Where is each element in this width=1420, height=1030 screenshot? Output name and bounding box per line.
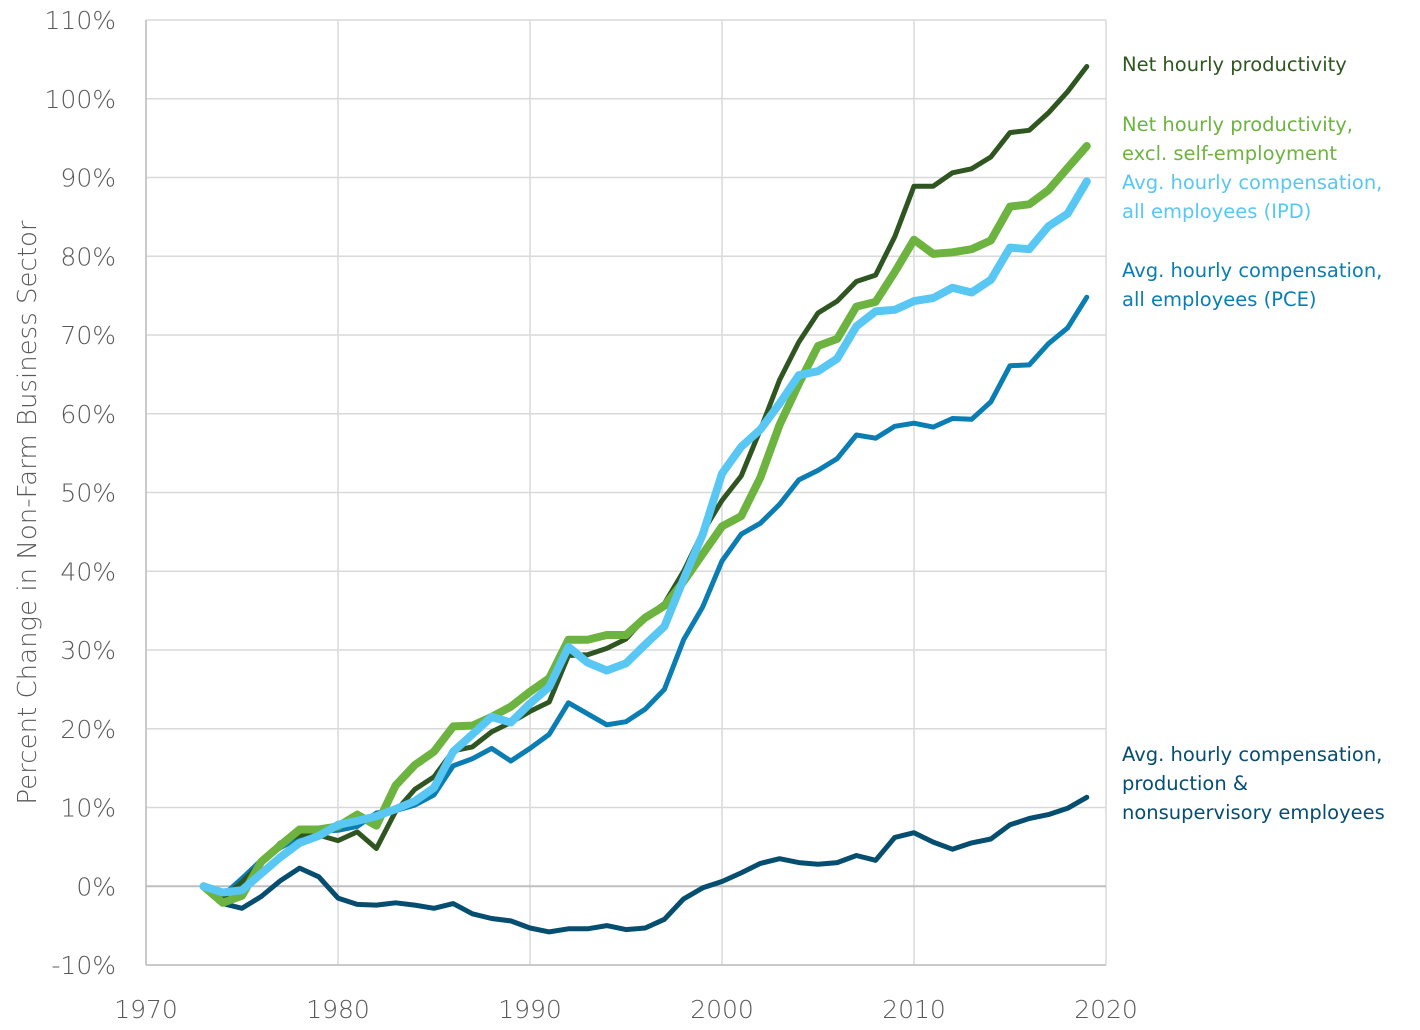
y-tick-label: 20% <box>60 715 116 744</box>
y-tick-label: 30% <box>60 636 116 665</box>
legend-line: all employees (IPD) <box>1122 200 1311 223</box>
legend-entry-4: Avg. hourly compensation, all employees (… <box>1122 259 1382 311</box>
y-tick-label: 0% <box>76 872 116 901</box>
x-tick-label: 1980 <box>306 995 370 1024</box>
grid-lines <box>145 19 1107 966</box>
x-tick-label: 2020 <box>1074 995 1138 1024</box>
series-line-4 <box>201 294 1090 899</box>
series-line-3 <box>199 177 1091 897</box>
series-line-5 <box>201 794 1090 935</box>
legend-entry-5: Avg. hourly compensation, production & non… <box>1122 743 1385 824</box>
x-tick-label: 1990 <box>498 995 562 1024</box>
y-tick-labels: -10% 0% 10% 20% 30% 40% 50% 60% 70% 80% 90% 100% 110… <box>45 6 116 980</box>
legend-line: Avg. hourly compensation, <box>1122 743 1382 766</box>
y-tick-label: 40% <box>60 557 116 586</box>
y-tick-label: 60% <box>60 400 116 429</box>
y-tick-label: 110% <box>45 6 116 35</box>
legend-line: production & <box>1122 772 1248 795</box>
legend-line: Net hourly productivity <box>1122 53 1347 76</box>
legend-line: Avg. hourly compensation, <box>1122 171 1382 194</box>
legend-entry-3: Avg. hourly compensation, all employees (… <box>1122 171 1382 223</box>
y-tick-label: 70% <box>60 321 116 350</box>
legend-line: Avg. hourly compensation, <box>1122 259 1382 282</box>
series-line-2 <box>199 142 1091 907</box>
legend-line: nonsupervisory employees <box>1122 801 1385 824</box>
axes <box>145 20 1106 966</box>
legend-line: Net hourly productivity, <box>1122 113 1353 136</box>
legend: Net hourly productivity Net hourly produc… <box>1122 53 1385 824</box>
x-tick-labels: 1970 1980 1990 2000 2010 2020 <box>114 995 1138 1024</box>
series-lines <box>199 64 1091 935</box>
x-tick-label: 1970 <box>114 995 178 1024</box>
y-tick-label: 50% <box>60 479 116 508</box>
y-tick-label: 90% <box>60 164 116 193</box>
y-tick-label: 80% <box>60 242 116 271</box>
x-tick-label: 2000 <box>690 995 754 1024</box>
legend-line: all employees (PCE) <box>1122 288 1317 311</box>
x-tick-label: 2010 <box>882 995 946 1024</box>
y-axis-label: Percent Change in Non-Farm Business Sect… <box>13 220 43 805</box>
series-line-1 <box>201 64 1090 901</box>
legend-line: excl. self-employment <box>1122 142 1337 165</box>
y-tick-label: 100% <box>45 85 116 114</box>
y-tick-label: 10% <box>60 794 116 823</box>
legend-entry-1: Net hourly productivity <box>1122 53 1347 76</box>
y-tick-label: -10% <box>51 951 116 980</box>
legend-entry-2: Net hourly productivity, excl. self-emplo… <box>1122 113 1353 165</box>
